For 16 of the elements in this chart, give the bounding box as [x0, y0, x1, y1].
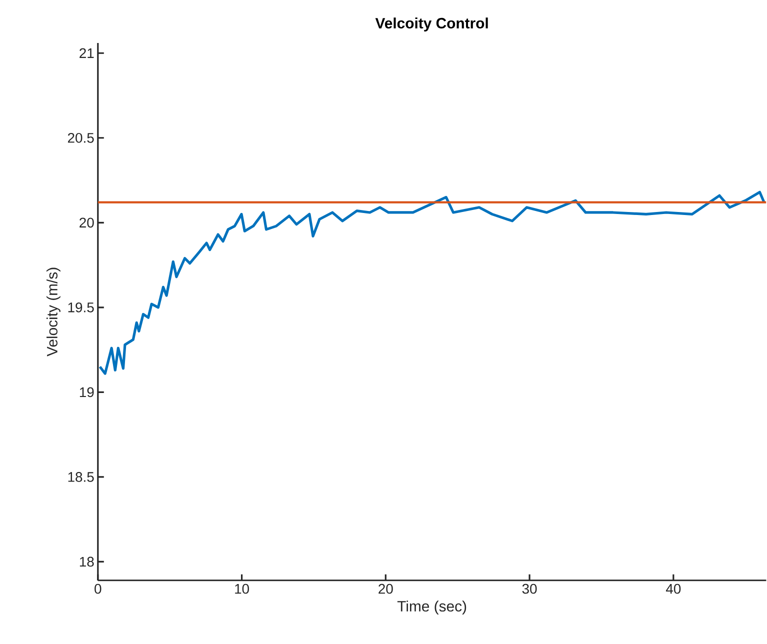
y-tick-label: 21 — [80, 48, 94, 58]
y-axis-title: Velocity (m/s) — [46, 268, 60, 356]
x-tick-label: 10 — [235, 584, 249, 594]
x-tick-label: 0 — [94, 584, 102, 594]
y-tick-label: 18 — [80, 556, 94, 567]
x-tick-label: 30 — [522, 584, 537, 594]
chart-title: Velcoity Control — [375, 17, 488, 32]
y-tick-label: 19.5 — [68, 302, 94, 312]
x-tick-label: 20 — [378, 584, 393, 594]
x-tick-label: 40 — [666, 584, 681, 594]
y-tick-label: 20 — [80, 218, 94, 228]
x-axis-title: Time (sec) — [397, 600, 466, 614]
line-series — [98, 190, 766, 375]
y-tick-label: 18.5 — [68, 472, 94, 482]
y-tick-label: 20.5 — [68, 132, 94, 143]
y-tick-label: 19 — [80, 387, 94, 397]
